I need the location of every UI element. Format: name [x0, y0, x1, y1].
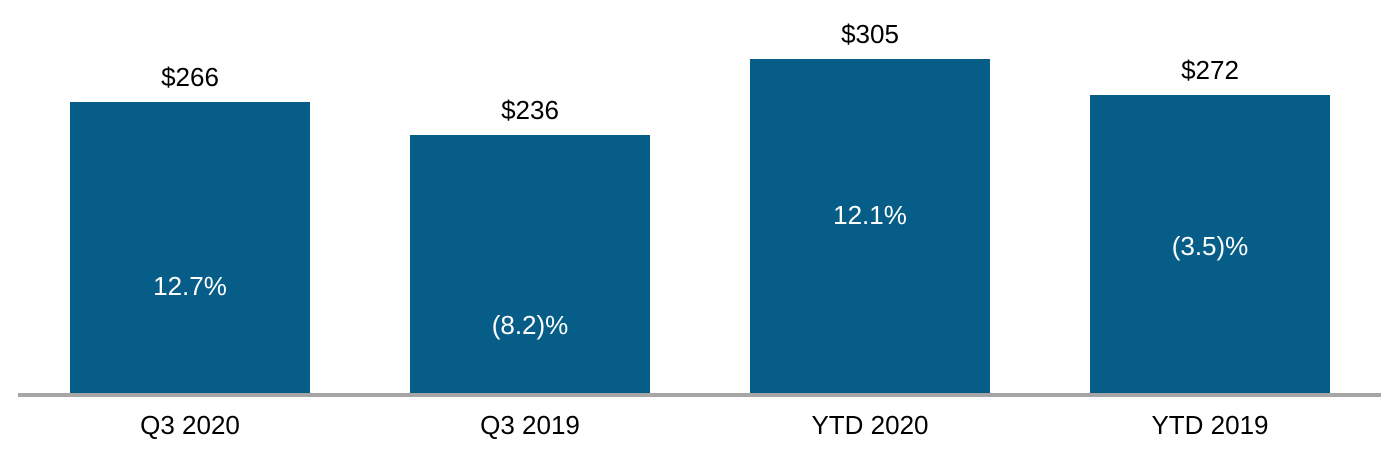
percent-label-q3-2020: 12.7% — [153, 271, 227, 301]
value-label-q3-2020: $266 — [161, 62, 219, 92]
value-label-ytd-2019: $272 — [1181, 55, 1239, 85]
x-tick-ytd-2019: YTD 2019 — [1151, 410, 1269, 440]
bar-ytd-2020 — [750, 59, 990, 393]
x-tick-q3-2020: Q3 2020 — [140, 410, 240, 440]
percent-label-ytd-2019: (3.5)% — [1171, 231, 1249, 261]
value-label-ytd-2020: $305 — [841, 19, 899, 49]
bar-q3-2019 — [410, 135, 650, 393]
value-label-q3-2019: $236 — [501, 95, 559, 125]
x-axis-line — [18, 393, 1381, 397]
bar-q3-2020 — [70, 102, 310, 393]
bar-ytd-2019 — [1090, 95, 1330, 393]
x-tick-q3-2019: Q3 2019 — [480, 410, 580, 440]
x-tick-ytd-2020: YTD 2020 — [811, 410, 929, 440]
percent-label-ytd-2020: 12.1% — [833, 200, 907, 230]
percent-label-q3-2019: (8.2)% — [491, 310, 569, 340]
